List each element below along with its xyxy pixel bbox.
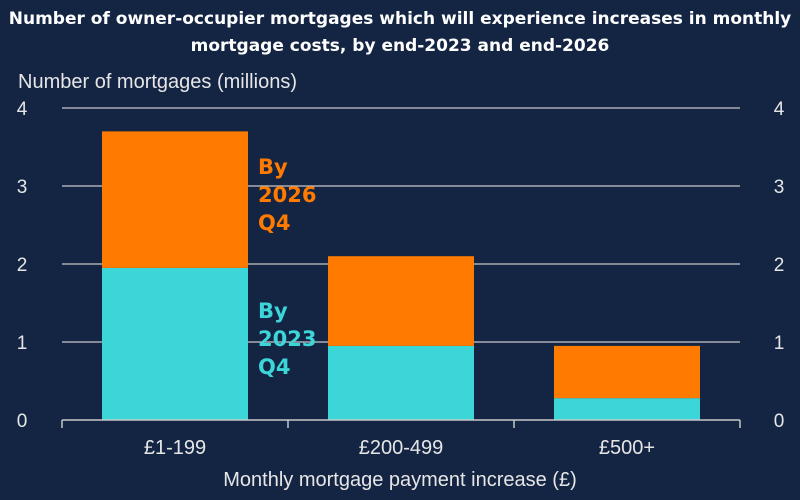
bars [102, 131, 700, 420]
annotation-line: 2026 [258, 183, 316, 207]
tick-labels: 0 0 1 1 2 2 3 3 4 4 £1-199 £200-499 £500+ [17, 99, 785, 459]
bar-segment-2026 [554, 345, 700, 399]
axes [61, 419, 741, 428]
y-tick-label-left: 1 [17, 333, 28, 354]
bar-segment-2023 [102, 267, 248, 420]
y-tick-label-right: 3 [774, 177, 785, 198]
bar-segment-2023 [328, 345, 474, 420]
bar-segment-2026 [102, 131, 248, 268]
annotation-line: 2023 [258, 327, 316, 351]
y-tick-label-left: 0 [17, 411, 28, 432]
x-tick-label: £200-499 [359, 437, 444, 459]
annotation-line: By [258, 299, 288, 323]
annotation-line: By [258, 155, 288, 179]
y-tick-label-left: 4 [17, 99, 28, 120]
series-annotations: By 2026 Q4 By 2023 Q4 [258, 155, 316, 379]
y-tick-label-left: 2 [17, 255, 28, 276]
x-axis-label: Monthly mortgage payment increase (£) [223, 469, 577, 491]
y-tick-label-right: 1 [774, 333, 785, 354]
x-tick-label: £1-199 [144, 437, 206, 459]
y-tick-label-right: 0 [774, 411, 785, 432]
bar-segment-2023 [554, 398, 700, 420]
annotation-line: Q4 [258, 355, 290, 379]
y-tick-label-right: 4 [774, 99, 785, 120]
y-tick-label-right: 2 [774, 255, 785, 276]
x-tick-label: £500+ [599, 437, 655, 459]
annotation-line: Q4 [258, 211, 290, 235]
y-axis-label: Number of mortgages (millions) [18, 71, 297, 93]
bar-segment-2026 [328, 256, 474, 346]
chart-title: Number of owner-occupier mortgages which… [8, 9, 792, 56]
y-tick-label-left: 3 [17, 177, 28, 198]
